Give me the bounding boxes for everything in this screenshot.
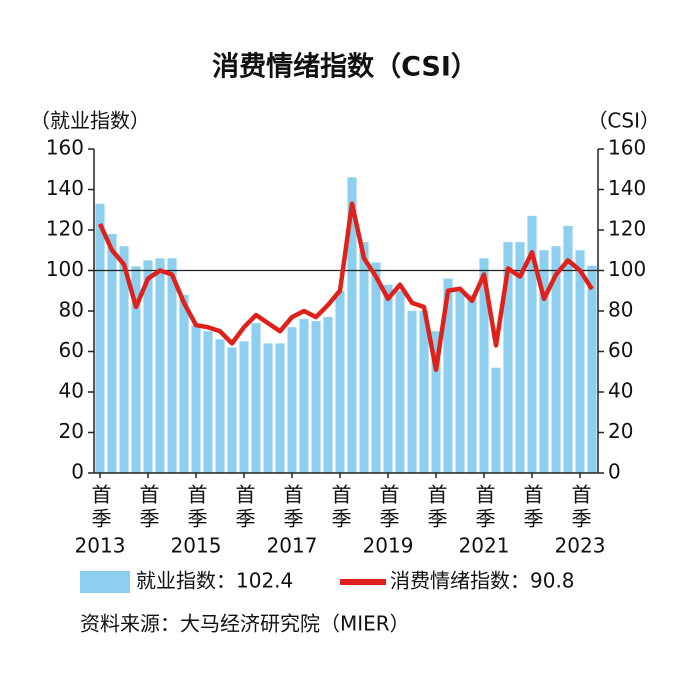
legend-label: 消费情绪指数：90.8 bbox=[390, 569, 575, 593]
bar bbox=[455, 290, 465, 473]
bar bbox=[527, 215, 537, 473]
x-tick-label: 首季 bbox=[184, 484, 208, 532]
bar bbox=[239, 341, 249, 473]
line-series bbox=[97, 201, 594, 372]
bar bbox=[275, 343, 285, 473]
x-tick-label: 首季 bbox=[232, 484, 256, 532]
bar bbox=[251, 323, 261, 473]
bar bbox=[107, 234, 117, 473]
bar bbox=[143, 260, 153, 473]
y2-tick-label: 120 bbox=[608, 217, 646, 241]
bar bbox=[299, 319, 309, 473]
y-tick-label: 120 bbox=[46, 217, 84, 241]
year-label: 2023 bbox=[555, 534, 606, 558]
y2-tick-label: 100 bbox=[608, 257, 646, 281]
y2-tick-label: 60 bbox=[608, 338, 633, 362]
bar bbox=[179, 294, 189, 473]
bar bbox=[491, 367, 501, 473]
y-tick-label: 160 bbox=[46, 136, 84, 160]
bar bbox=[287, 327, 297, 473]
bar bbox=[443, 278, 453, 473]
x-tick-label: 首季 bbox=[376, 484, 400, 532]
y-axis-label: （就业指数） bbox=[30, 109, 150, 133]
bar bbox=[383, 284, 393, 473]
bar bbox=[263, 343, 273, 473]
bar bbox=[575, 250, 585, 473]
bar bbox=[503, 242, 513, 473]
bar bbox=[467, 294, 477, 473]
x-tick-label: 首季 bbox=[424, 484, 448, 532]
bar bbox=[155, 258, 165, 473]
y-tick-label: 60 bbox=[59, 338, 84, 362]
bar bbox=[371, 262, 381, 473]
bar bbox=[407, 311, 417, 473]
bar bbox=[563, 225, 573, 473]
year-label: 2021 bbox=[459, 534, 510, 558]
y-tick-label: 40 bbox=[59, 379, 84, 403]
bar bbox=[131, 266, 141, 473]
legend-label: 就业指数：102.4 bbox=[136, 569, 293, 593]
bar bbox=[587, 265, 597, 473]
year-label: 2019 bbox=[363, 534, 414, 558]
bar bbox=[323, 317, 333, 473]
bar bbox=[515, 242, 525, 473]
x-tick-label: 首季 bbox=[328, 484, 352, 532]
bar bbox=[359, 242, 369, 473]
x-tick-label: 首季 bbox=[472, 484, 496, 532]
y2-tick-label: 20 bbox=[608, 419, 633, 443]
source-note: 资料来源：大马经济研究院（MIER） bbox=[80, 612, 410, 636]
bar bbox=[335, 290, 345, 473]
bar bbox=[395, 290, 405, 473]
x-tick-label: 首季 bbox=[136, 484, 160, 532]
bar bbox=[431, 331, 441, 473]
bar bbox=[479, 258, 489, 473]
bar bbox=[311, 321, 321, 473]
y2-tick-label: 140 bbox=[608, 176, 646, 200]
bar bbox=[191, 325, 201, 473]
bar bbox=[119, 246, 129, 473]
bar bbox=[551, 246, 561, 473]
x-tick-label: 首季 bbox=[280, 484, 304, 532]
x-tick-label: 首季 bbox=[88, 484, 112, 532]
y2-tick-label: 160 bbox=[608, 136, 646, 160]
bar bbox=[539, 250, 549, 473]
y2-tick-label: 0 bbox=[608, 460, 621, 484]
y-tick-label: 20 bbox=[59, 419, 84, 443]
y2-tick-label: 80 bbox=[608, 298, 633, 322]
y-tick-label: 0 bbox=[71, 460, 84, 484]
y-tick-label: 80 bbox=[59, 298, 84, 322]
bar bbox=[95, 203, 105, 474]
legend-swatch bbox=[80, 571, 130, 593]
bar bbox=[419, 311, 429, 473]
year-label: 2017 bbox=[267, 534, 318, 558]
y2-tick-label: 40 bbox=[608, 379, 633, 403]
bar bbox=[227, 347, 237, 473]
x-tick-label: 首季 bbox=[568, 484, 592, 532]
x-tick-label: 首季 bbox=[520, 484, 544, 532]
bar bbox=[347, 177, 357, 473]
bar bbox=[203, 331, 213, 473]
y-tick-label: 140 bbox=[46, 176, 84, 200]
year-label: 2015 bbox=[171, 534, 222, 558]
year-label: 2013 bbox=[75, 534, 126, 558]
bar bbox=[215, 339, 225, 473]
chart-title: 消费情绪指数（CSI） bbox=[212, 52, 478, 83]
y2-axis-label: （CSI） bbox=[587, 109, 660, 133]
bar bbox=[167, 258, 177, 473]
y-tick-label: 100 bbox=[46, 257, 84, 281]
